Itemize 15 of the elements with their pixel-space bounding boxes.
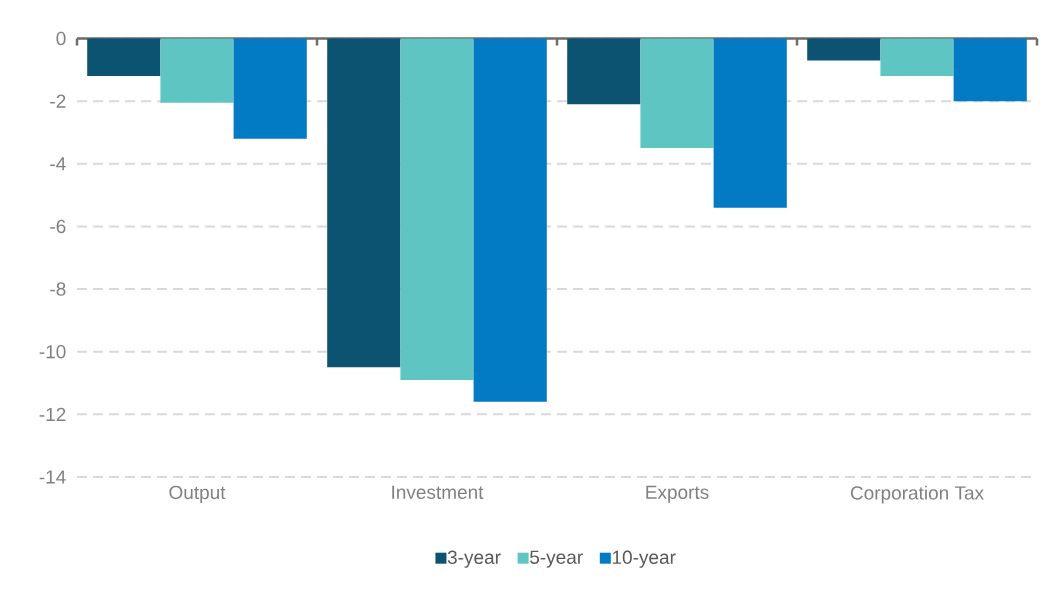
y-tick-label: -14 xyxy=(39,470,66,484)
y-tick-label: -6 xyxy=(50,219,66,234)
x-tick-label: Investment xyxy=(392,485,484,499)
y-tick-label: -8 xyxy=(50,282,66,296)
y-tick-label: -10 xyxy=(39,344,66,359)
x-tick-label: Corporation Tax xyxy=(850,485,984,504)
legend-label: 3-year xyxy=(447,550,501,568)
y-tick-label: -12 xyxy=(39,407,66,421)
y-tick-label: -4 xyxy=(50,157,66,171)
y-tick-label: 0 xyxy=(56,31,66,46)
y-tick-label: -2 xyxy=(50,94,66,108)
legend-label: 10-year xyxy=(612,550,676,568)
x-tick-label: Output xyxy=(169,485,226,503)
legend-label: 5-year xyxy=(530,550,583,568)
x-tick-label: Exports xyxy=(646,485,709,503)
